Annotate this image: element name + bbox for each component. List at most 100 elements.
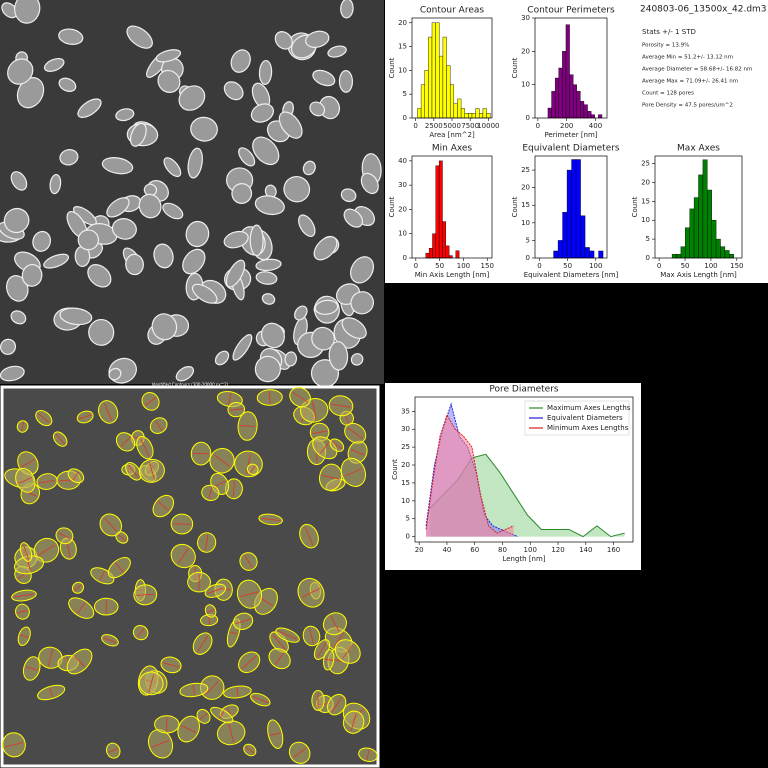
particle bbox=[343, 208, 364, 228]
x-tick-label: 140 bbox=[579, 546, 592, 554]
axis-line bbox=[38, 479, 56, 484]
y-tick-label: 20 bbox=[521, 47, 530, 55]
bar bbox=[693, 197, 699, 259]
particle bbox=[328, 341, 349, 371]
bar bbox=[457, 98, 462, 119]
bar bbox=[689, 208, 695, 259]
axis-line bbox=[72, 471, 79, 480]
axis-line bbox=[278, 630, 297, 640]
chart-title: Max Axes bbox=[677, 144, 720, 154]
axis-line bbox=[163, 662, 180, 668]
particle bbox=[191, 283, 218, 304]
bar bbox=[442, 36, 447, 119]
y-axis-label: Count bbox=[631, 196, 639, 217]
particle bbox=[14, 0, 41, 24]
particle bbox=[283, 176, 311, 203]
axis-line bbox=[261, 517, 281, 522]
axis-line bbox=[192, 684, 195, 696]
particle bbox=[190, 116, 218, 142]
bar bbox=[468, 113, 473, 119]
axis-line bbox=[136, 593, 155, 596]
bar bbox=[557, 240, 563, 259]
particle bbox=[294, 305, 308, 321]
axis-line bbox=[155, 420, 163, 431]
y-tick-label: 10 bbox=[521, 81, 530, 89]
axis-line bbox=[213, 480, 226, 488]
bar bbox=[479, 113, 484, 119]
particle bbox=[7, 58, 34, 85]
y-tick-label: 10 bbox=[401, 497, 410, 505]
stat-line: Average Diameter = 58.68+/- 16.82 nm bbox=[642, 67, 752, 73]
y-axis-label: Count bbox=[511, 57, 519, 78]
bar bbox=[438, 160, 443, 259]
particle bbox=[49, 173, 62, 195]
axis-line bbox=[58, 532, 71, 540]
y-tick-label: 20 bbox=[398, 205, 407, 213]
particle bbox=[238, 147, 256, 167]
axis-line bbox=[252, 696, 269, 704]
particle bbox=[77, 229, 100, 251]
chart-title: Min Axes bbox=[432, 144, 473, 154]
axis-line bbox=[245, 746, 255, 754]
axis-line bbox=[199, 713, 208, 720]
particle bbox=[341, 317, 367, 339]
axis-line bbox=[74, 584, 82, 592]
y-tick-label: 10 bbox=[641, 216, 650, 224]
axis-line bbox=[208, 486, 213, 499]
axis-line bbox=[78, 414, 92, 420]
particle bbox=[163, 157, 182, 178]
plot-frame bbox=[411, 17, 493, 119]
particle bbox=[77, 98, 102, 118]
particle bbox=[125, 253, 144, 276]
particle bbox=[350, 291, 375, 315]
bar bbox=[589, 250, 595, 259]
x-tick-label: 7500 bbox=[461, 122, 479, 130]
y-axis-label: Count bbox=[388, 196, 396, 217]
axis-line bbox=[128, 464, 139, 478]
y-tick-label: 5 bbox=[526, 236, 530, 244]
bar bbox=[432, 233, 437, 259]
axis-line bbox=[117, 533, 127, 542]
axis-line bbox=[344, 468, 363, 477]
plot-frame bbox=[411, 155, 493, 259]
bar bbox=[453, 103, 458, 119]
axis-line bbox=[272, 634, 286, 650]
particle bbox=[350, 256, 375, 284]
axis-line bbox=[333, 632, 344, 648]
bar bbox=[442, 221, 447, 259]
x-tick-label: 40 bbox=[442, 546, 451, 554]
axis-line bbox=[157, 501, 169, 511]
y-tick-label: 0 bbox=[526, 254, 530, 262]
particle bbox=[340, 0, 354, 19]
axis-line bbox=[239, 425, 256, 427]
axis-line bbox=[74, 656, 85, 667]
particle bbox=[126, 25, 153, 49]
bar bbox=[685, 227, 690, 259]
particle bbox=[255, 258, 282, 272]
stat-line: Average Max = 71.09+/- 26.41 nm bbox=[642, 79, 738, 85]
y-axis-label: Count bbox=[511, 196, 519, 217]
plot-frame bbox=[654, 155, 743, 259]
particle bbox=[32, 230, 52, 252]
axis-line bbox=[324, 658, 333, 661]
x-tick-label: 5000 bbox=[443, 122, 461, 130]
bar bbox=[420, 84, 425, 119]
bar bbox=[569, 74, 574, 119]
axis-line bbox=[17, 610, 28, 614]
particle bbox=[153, 243, 174, 269]
particle bbox=[249, 224, 264, 257]
axis-line bbox=[331, 697, 342, 713]
stat-line: Pore Density = 47.5 pores/um^2 bbox=[642, 103, 733, 109]
axis-line bbox=[240, 591, 259, 598]
bar bbox=[576, 91, 581, 119]
bar bbox=[571, 159, 577, 259]
x-tick-label: 100 bbox=[704, 262, 717, 270]
axis-line bbox=[293, 747, 307, 758]
axis-line bbox=[14, 593, 34, 598]
particle bbox=[108, 367, 122, 381]
stat-line: Average Min = 51.2+/- 13.12 nm bbox=[642, 55, 733, 61]
axis-line bbox=[207, 587, 224, 594]
y-tick-label: 10 bbox=[398, 66, 407, 74]
particle bbox=[223, 230, 249, 249]
axis-line bbox=[173, 523, 191, 525]
